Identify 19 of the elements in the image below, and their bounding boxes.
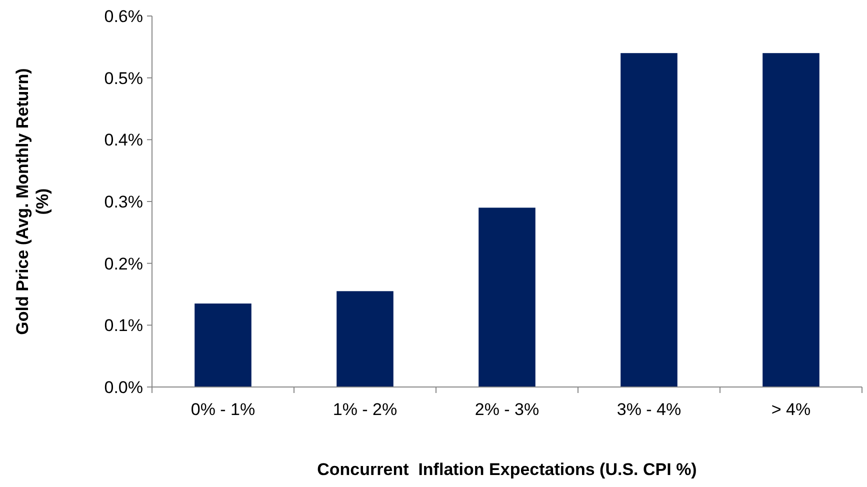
x-tick-label: 3% - 4%	[616, 400, 682, 419]
y-tick-label: 0.2%	[104, 254, 143, 274]
x-tick-label: > 4%	[771, 400, 811, 419]
bar	[620, 53, 678, 387]
x-tick-label: 1% - 2%	[332, 400, 398, 419]
bar	[336, 291, 394, 387]
y-tick-label: 0.3%	[104, 192, 143, 212]
bar	[478, 208, 536, 387]
y-tick-label: 0.0%	[104, 378, 143, 397]
y-tick-label: 0.4%	[104, 130, 143, 150]
x-axis-title: Concurrent Inflation Expectations (U.S. CPI %)	[317, 460, 697, 479]
y-tick-label: 0.1%	[104, 316, 143, 336]
x-tick-label: 0% - 1%	[190, 400, 256, 419]
x-tick-label: 2% - 3%	[474, 400, 540, 419]
y-tick-label: 0.5%	[104, 68, 143, 88]
bar	[762, 53, 820, 387]
y-axis-title: Gold Price (Avg. Monthly Return) (%)	[13, 68, 52, 335]
y-tick-label: 0.6%	[104, 6, 143, 26]
bar	[194, 304, 252, 387]
